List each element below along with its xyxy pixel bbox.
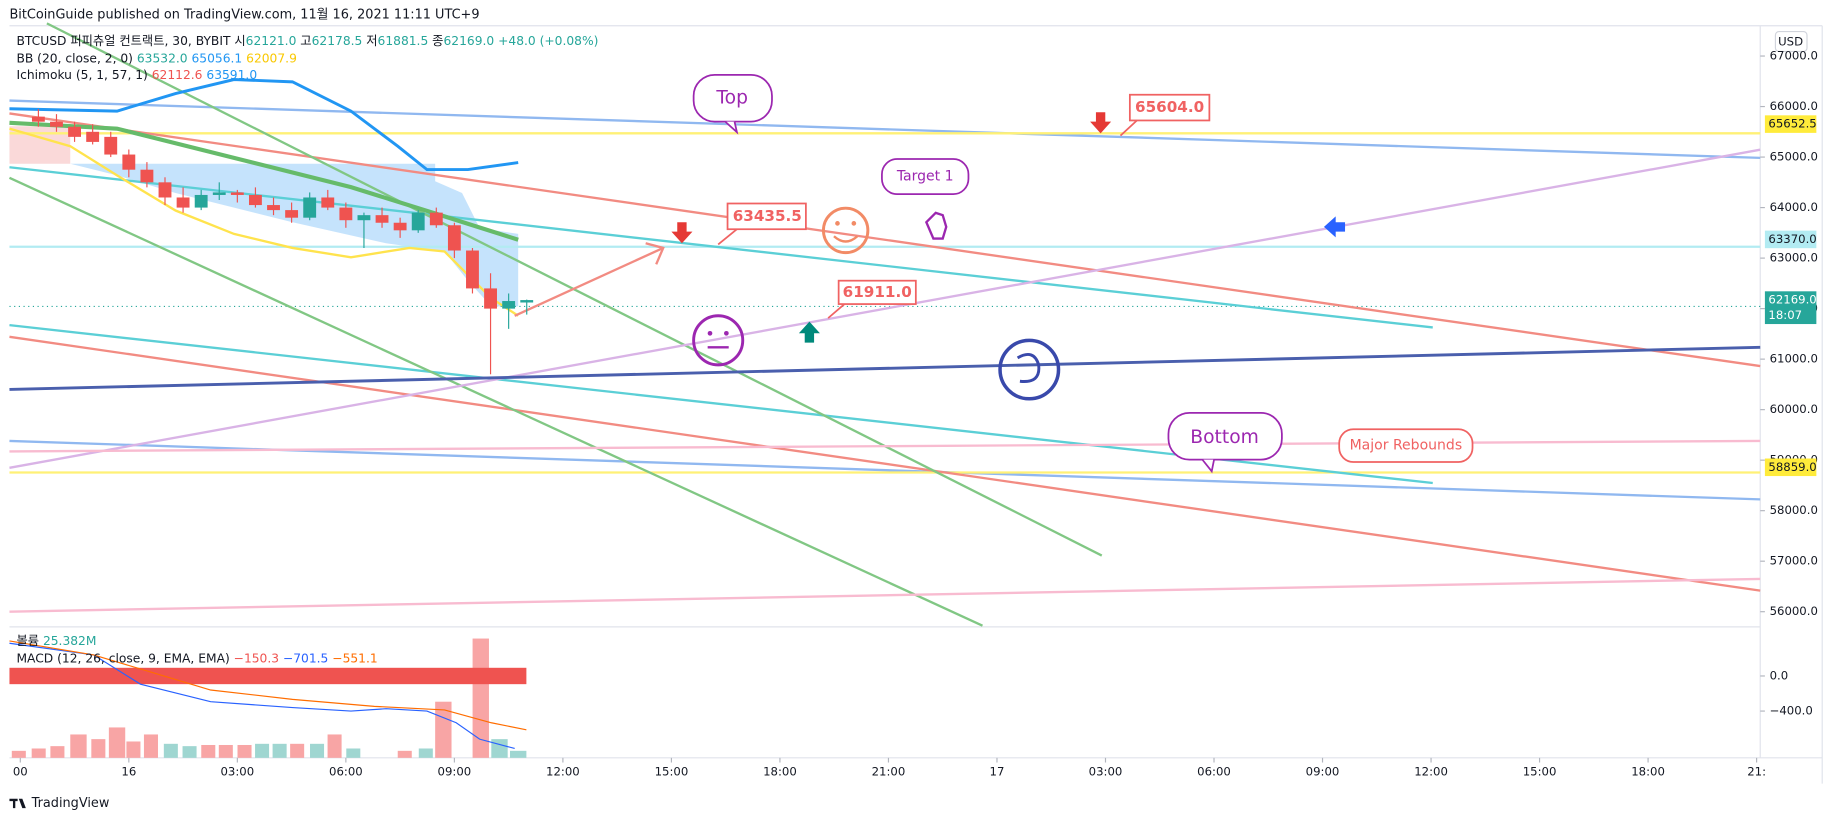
candle-body	[411, 212, 425, 231]
candle-body	[176, 197, 190, 208]
y-tick-label: 66000.0	[1770, 99, 1818, 113]
price-label: 58859.0	[1768, 460, 1816, 474]
plot: 56000.057000.058000.059000.060000.061000…	[13, 49, 1818, 779]
y-tick-label: 60000.0	[1770, 402, 1818, 416]
candle-body	[267, 205, 280, 211]
x-tick-label: 18:00	[1631, 764, 1665, 778]
legend-ichimoku: Ichimoku (5, 1, 57, 1) 62112.6 63591.0	[16, 67, 257, 81]
drawings	[8, 22, 1761, 627]
candle-body	[194, 194, 208, 208]
candle-body	[321, 197, 335, 208]
legend-macd: MACD (12, 26, close, 9, EMA, EMA) −150.3…	[16, 651, 377, 665]
y-tick-label: 63000.0	[1770, 251, 1818, 265]
publisher: BitCoinGuide published on TradingView.co…	[9, 8, 479, 23]
candle-body	[230, 192, 244, 195]
candle-body	[502, 301, 516, 309]
candle-body	[86, 131, 100, 142]
price-label-box	[1764, 115, 1817, 133]
price-label-box	[1764, 458, 1817, 477]
annotations: Top Target 1 Bottom Major Rebounds 63435…	[671, 73, 1474, 474]
candle-body	[248, 194, 262, 206]
x-tick-label: 21:	[1747, 764, 1766, 778]
x-tick-label: 03:00	[221, 764, 255, 778]
footer: TradingView	[31, 796, 110, 811]
callout-price: 61911.0	[843, 283, 912, 301]
callout-price: 63435.5	[733, 207, 802, 225]
x-tick-label: 17	[990, 764, 1005, 778]
price-label-box	[1764, 291, 1817, 325]
candle-body	[212, 192, 226, 195]
candle-body	[303, 197, 317, 218]
callout-rebounds: Major Rebounds	[1350, 438, 1463, 454]
candle-body	[104, 136, 118, 155]
price-label-box	[1764, 230, 1817, 249]
x-tick-label: 09:00	[438, 764, 472, 778]
callout-top: Top	[715, 88, 748, 109]
candle-body	[50, 121, 63, 127]
x-tick-label: 12:00	[546, 764, 580, 778]
x-tick-label: 18:00	[763, 764, 797, 778]
candle-body	[447, 225, 461, 251]
macd-tick-label: −400.0	[1770, 704, 1813, 718]
candle-body	[520, 300, 534, 303]
logo	[9, 798, 26, 809]
candle-body	[122, 154, 136, 170]
candle-body	[140, 169, 154, 183]
candle-body	[357, 215, 371, 221]
x-tick-label: 12:00	[1414, 764, 1448, 778]
candle-body	[31, 116, 45, 122]
x-tick-label: 06:00	[329, 764, 363, 778]
callout-target: Target 1	[896, 169, 954, 185]
y-tick-label: 64000.0	[1770, 200, 1818, 214]
candle-body	[375, 215, 389, 223]
legend-symbol: BTCUSD 퍼피츄얼 컨트랙트, 30, BYBIT 시62121.0 고62…	[16, 33, 598, 47]
lower-pane	[9, 638, 527, 758]
x-tick-label: 15:00	[1523, 764, 1557, 778]
candle-body	[158, 182, 172, 198]
currency[interactable]: USD	[1778, 35, 1803, 49]
y-tick-label: 58000.0	[1770, 503, 1818, 517]
candle-body	[68, 126, 81, 137]
price-label: 65652.5	[1768, 117, 1816, 131]
candle-body	[285, 210, 299, 218]
x-tick-label: 15:00	[655, 764, 689, 778]
x-tick-label: 21:00	[872, 764, 906, 778]
macd-tick-label: 0.0	[1770, 668, 1789, 682]
x-tick-label: 16	[121, 764, 136, 778]
x-tick-label: 03:00	[1089, 764, 1123, 778]
price-label: 63370.0	[1768, 232, 1816, 246]
legend-bb: BB (20, close, 2, 0) 63532.0 65056.1 620…	[16, 51, 296, 65]
candle-body	[429, 212, 443, 226]
x-tick-label: 09:00	[1306, 764, 1340, 778]
x-tick-label: 06:00	[1197, 764, 1231, 778]
y-tick-label: 57000.0	[1770, 554, 1818, 568]
candle-body	[484, 288, 497, 309]
price-label-time: 18:07	[1768, 308, 1802, 322]
y-tick-label: 61000.0	[1770, 352, 1818, 366]
candle-body	[339, 207, 353, 221]
callout-price: 65604.0	[1135, 98, 1204, 116]
candle-body	[466, 250, 479, 289]
x-tick-label: 00	[13, 764, 28, 778]
price-label: 62169.0	[1768, 293, 1816, 307]
candle-body	[393, 222, 407, 231]
legend-volume: 볼륨 25.382M	[16, 633, 96, 647]
y-tick-label: 65000.0	[1770, 150, 1818, 164]
callout-bottom: Bottom	[1190, 427, 1259, 448]
currency-box[interactable]	[1774, 30, 1808, 53]
y-tick-label: 67000.0	[1770, 49, 1818, 63]
y-tick-label: 56000.0	[1770, 604, 1818, 618]
